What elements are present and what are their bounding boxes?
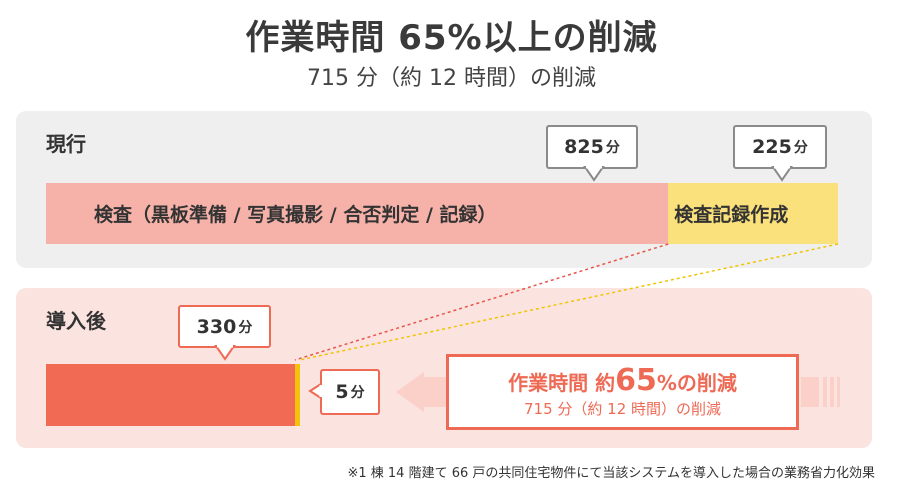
callout-225-unit: 分 [793,140,808,156]
callout-5-unit: 分 [350,385,365,401]
reduction-prefix: 作業時間 約 [508,371,616,395]
callout-825-tail [583,166,605,182]
reduction-percent: 65 [615,363,657,398]
current-record-label: 検査記録作成 [674,204,789,226]
page-subtitle: 715 分（約 12 時間）の削減 [307,66,596,91]
callout-825-value: 825 [564,136,604,158]
current-inspection-bar [46,183,669,244]
arrow-tail-stripe-2 [830,377,834,407]
callout-825: 825 分 [546,125,638,169]
current-label: 現行 [46,132,86,156]
callout-225-tail [771,166,793,182]
reduction-box: 作業時間 約65%の削減 715 分（約 12 時間）の削減 [446,354,799,430]
current-inspection-label: 検査（黒板準備 / 写真撮影 / 合否判定 / 記録） [94,204,497,226]
arrow-tail-block [801,377,819,407]
after-main-bar [46,364,295,426]
connector-yellow-dashed [299,243,839,361]
connector-red-dashed [294,243,669,361]
after-record-bar [294,364,300,426]
page-title: 作業時間 65%以上の削減 [245,18,658,58]
callout-225: 225 分 [733,125,827,169]
reduction-suffix: の削減 [676,371,737,395]
callout-5-value: 5 [335,381,349,403]
arrow-tail-stripe-3 [837,377,840,407]
arrow-stem [422,377,448,407]
callout-825-unit: 分 [605,140,620,156]
callout-225-value: 225 [752,136,792,158]
arrow-tail-stripe-1 [823,377,827,407]
current-record-bar [668,183,838,244]
callout-330-unit: 分 [238,319,253,336]
reduction-detail: 715 分（約 12 時間）の削減 [523,400,722,418]
callout-330: 330 分 [178,305,271,348]
after-label: 導入後 [46,309,106,333]
callout-330-value: 330 [196,315,237,338]
callout-5-tail [308,382,322,400]
left-arrow-icon [396,372,424,412]
reduction-headline: 作業時間 約65%の削減 [449,363,796,398]
reduction-percent-sign: % [656,371,677,395]
footnote: ※1 棟 14 階建て 66 戸の共同住宅物件にて当該システムを導入した場合の業… [347,466,875,481]
callout-330-tail [214,345,236,361]
